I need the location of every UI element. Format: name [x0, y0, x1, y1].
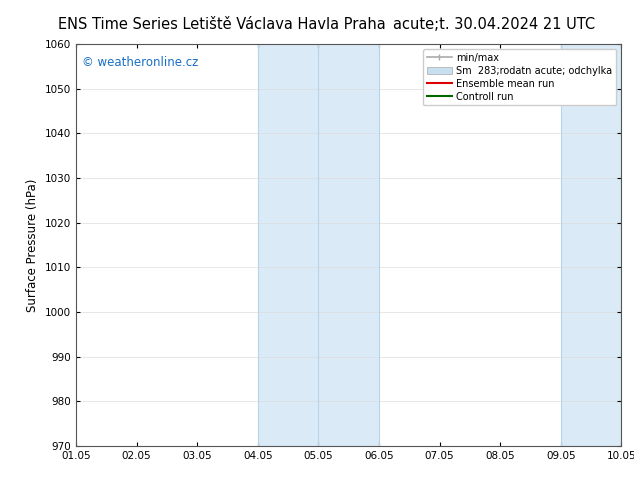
Text: ENS Time Series Letiště Václava Havla Praha: ENS Time Series Letiště Václava Havla Pr… [58, 17, 385, 32]
Text: © weatheronline.cz: © weatheronline.cz [82, 56, 198, 69]
Legend: min/max, Sm  283;rodatn acute; odchylka, Ensemble mean run, Controll run: min/max, Sm 283;rodatn acute; odchylka, … [424, 49, 616, 105]
Text: acute;t. 30.04.2024 21 UTC: acute;t. 30.04.2024 21 UTC [394, 17, 595, 32]
Bar [560, 44, 621, 446]
Y-axis label: Surface Pressure (hPa): Surface Pressure (hPa) [27, 178, 39, 312]
Bar [258, 44, 379, 446]
